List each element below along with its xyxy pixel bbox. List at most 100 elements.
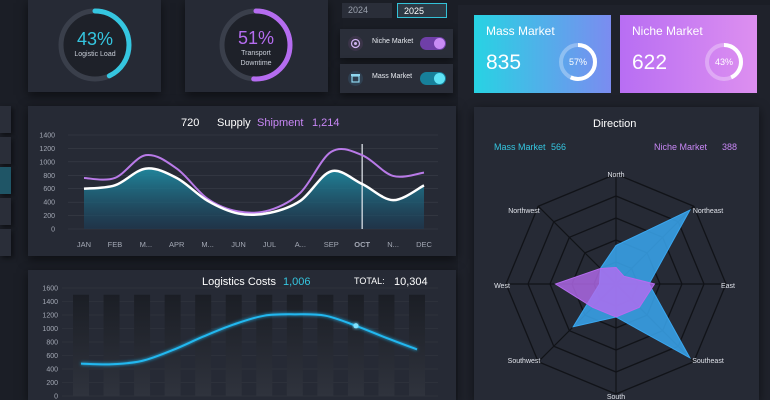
radar-axis-label: Southwest (508, 358, 541, 365)
costs-value: 1,006 (283, 276, 311, 288)
total-label: TOTAL: (354, 276, 385, 286)
cost-bar (409, 294, 425, 396)
cost-bar (103, 294, 120, 396)
gauge-value: 43% (77, 29, 113, 49)
y-tick-label: 600 (46, 353, 58, 360)
x-tick-label: JAN (77, 240, 91, 249)
radar-axis-label: South (607, 394, 625, 400)
transport-downtime-gauge-panel: 51% Transport Downtime (185, 0, 328, 92)
y-tick-label: 1400 (42, 299, 58, 306)
logistic-load-gauge-panel: 43% Logistic Load (28, 0, 161, 92)
x-tick-label: SEP (324, 240, 339, 249)
direction-panel: Direction Mass Market 566 Niche Market 3… (474, 107, 759, 400)
kpi-percent: 43% (715, 57, 733, 67)
mass-market-toggle-row: Mass Market (340, 64, 453, 93)
x-tick-label: M... (201, 240, 214, 249)
gauge-value: 51% (238, 28, 274, 48)
cost-bar (164, 294, 181, 396)
x-tick-label: JUN (231, 240, 246, 249)
mass-market-ring: 57% (559, 43, 597, 81)
year-2025-button[interactable]: 2025 (397, 3, 447, 18)
store-icon (348, 71, 363, 86)
globe-icon (348, 36, 363, 51)
side-tab-2[interactable] (0, 137, 11, 164)
cost-bar (378, 294, 395, 396)
cost-bar (73, 294, 89, 396)
kpi-value: 835 (486, 51, 522, 74)
logistics-costs-panel: Logistics Costs 1,006 TOTAL: 10,304 0 200… (28, 270, 456, 400)
niche-market-radar-area (554, 266, 656, 318)
niche-market-legend-value: 388 (722, 142, 738, 152)
side-tab-5[interactable] (0, 229, 11, 256)
y-tick-label: 1400 (39, 133, 55, 140)
shipment-label: Shipment (257, 117, 304, 129)
kpi-value: 622 (632, 51, 668, 74)
kpi-title: Mass Market (486, 24, 555, 38)
year-2024-button[interactable]: 2024 (342, 3, 392, 18)
cost-bar (225, 294, 242, 396)
radar-axis-label: Northwest (508, 208, 540, 215)
x-tick-label: APR (169, 240, 185, 249)
y-tick-label: 1200 (39, 146, 55, 153)
transport-downtime-gauge: 51% Transport Downtime (219, 8, 293, 82)
y-tick-label: 600 (43, 186, 55, 193)
cost-bar (286, 294, 303, 396)
y-tick-label: 1000 (39, 159, 55, 166)
kpi-title: Niche Market (632, 24, 703, 38)
y-tick-label: 1200 (42, 313, 58, 320)
supply-label: Supply (217, 117, 251, 129)
supply-shipment-panel: 720 Supply Shipment 1,214 0 200 400 600 800 1… (28, 106, 456, 256)
x-tick-label: DEC (416, 240, 432, 249)
gauge-label-line2: Downtime (240, 60, 271, 67)
side-tab-4[interactable] (0, 198, 11, 225)
supply-line (83, 167, 425, 217)
side-tab-1[interactable] (0, 106, 11, 133)
x-tick-label: FEB (108, 240, 123, 249)
niche-market-switch[interactable] (420, 37, 446, 50)
kpi-percent: 57% (569, 57, 587, 67)
mass-market-switch[interactable] (420, 72, 446, 85)
direction-title: Direction (593, 118, 637, 130)
y-tick-label: 200 (43, 213, 55, 220)
logistics-costs-chart: 0 200 400 600 800 1000 1200 1400 1600 (42, 286, 438, 400)
direction-radar-chart: North Northeast East Southeast South Southwes… (494, 172, 735, 400)
y-tick-label: 400 (46, 367, 58, 374)
costs-title: Logistics Costs (202, 276, 276, 288)
logistic-load-gauge: 43% Logistic Load (58, 8, 132, 82)
y-tick-label: 200 (46, 380, 58, 387)
cost-bar (347, 294, 364, 396)
supply-shipment-chart: 0 200 400 600 800 1000 1200 1400 JAN FEB M... APR M.… (39, 133, 438, 249)
radar-axis-label: North (607, 172, 624, 179)
niche-market-toggle-label: Niche Market (372, 38, 414, 45)
y-tick-label: 1600 (42, 286, 58, 293)
mass-market-legend-label: Mass Market (494, 142, 546, 152)
gauge-label-line1: Transport (241, 50, 271, 57)
x-tick-label: M... (140, 240, 153, 249)
cost-bar (256, 294, 273, 396)
y-tick-label: 0 (51, 227, 55, 234)
radar-axis-label: Northeast (693, 208, 723, 215)
costs-marker[interactable] (353, 323, 359, 329)
cost-bar (134, 294, 151, 396)
radar-axis-label: Southeast (692, 358, 724, 365)
niche-market-kpi-card: Niche Market 622 43% (620, 15, 757, 93)
y-tick-label: 400 (43, 200, 55, 207)
supply-area (84, 168, 424, 229)
niche-market-toggle-row: Niche Market (340, 29, 453, 58)
x-tick-label: N... (387, 240, 399, 249)
y-tick-label: 0 (54, 394, 58, 400)
x-tick-label: OCT (354, 240, 370, 249)
mass-market-kpi-card: Mass Market 835 57% (474, 15, 611, 93)
shipment-line (83, 148, 425, 214)
y-tick-label: 800 (46, 340, 58, 347)
niche-market-ring: 43% (705, 43, 743, 81)
side-tab-3[interactable] (0, 167, 11, 194)
niche-market-legend-label: Niche Market (654, 142, 708, 152)
x-tick-label: JUL (263, 240, 276, 249)
cost-bar (195, 294, 212, 396)
cost-bar (317, 294, 334, 396)
y-tick-label: 800 (43, 173, 55, 180)
radar-axis-label: East (721, 283, 735, 290)
costs-line (80, 313, 418, 366)
mass-market-legend-value: 566 (551, 142, 567, 152)
